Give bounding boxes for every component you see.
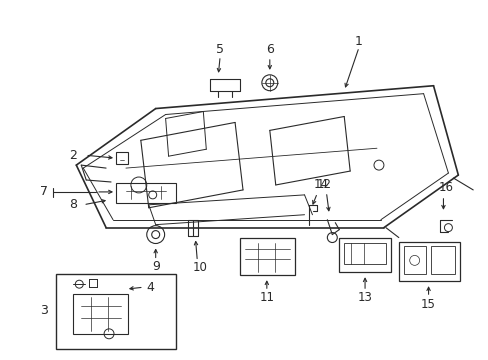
Text: 1: 1 <box>354 35 362 48</box>
Bar <box>116 152 128 164</box>
Bar <box>56 274 175 349</box>
Text: 13: 13 <box>357 291 372 303</box>
Bar <box>403 247 425 274</box>
Bar <box>344 243 385 264</box>
Bar <box>116 183 175 203</box>
Text: 12: 12 <box>316 179 331 192</box>
Text: 5: 5 <box>216 42 224 55</box>
Text: 3: 3 <box>40 305 47 318</box>
Text: 6: 6 <box>265 42 273 55</box>
Bar <box>240 238 294 275</box>
Text: 14: 14 <box>313 179 328 192</box>
Text: 11: 11 <box>259 291 274 303</box>
Text: 10: 10 <box>192 261 207 274</box>
Text: 16: 16 <box>438 181 453 194</box>
Text: 9: 9 <box>151 260 159 273</box>
Bar <box>398 242 459 281</box>
Bar <box>73 294 128 334</box>
Text: 8: 8 <box>69 198 77 211</box>
Bar <box>429 247 454 274</box>
Bar <box>339 238 390 272</box>
Text: 2: 2 <box>69 149 77 162</box>
Text: 4: 4 <box>146 281 154 294</box>
Text: 15: 15 <box>420 297 435 311</box>
Text: 7: 7 <box>40 185 47 198</box>
